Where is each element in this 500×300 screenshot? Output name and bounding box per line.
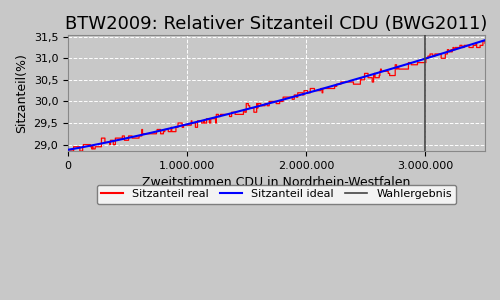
Sitzanteil ideal: [311, 89, 317, 93]
Sitzanteil ideal: [254, 105, 260, 109]
Sitzanteil real: [139, 128, 145, 131]
Sitzanteil real: [172, 130, 178, 134]
Sitzanteil real: [480, 39, 486, 43]
Sitzanteil ideal: [379, 70, 385, 74]
Line: Sitzanteil real: Sitzanteil real: [68, 41, 485, 151]
Sitzanteil real: [311, 87, 317, 90]
Sitzanteil ideal: [172, 125, 178, 129]
Sitzanteil real: [482, 41, 488, 45]
Sitzanteil ideal: [65, 148, 71, 152]
X-axis label: Zweitstimmen CDU in Nordrhein-Westfalen: Zweitstimmen CDU in Nordrhein-Westfalen: [142, 176, 410, 189]
Legend: Sitzanteil real, Sitzanteil ideal, Wahlergebnis: Sitzanteil real, Sitzanteil ideal, Wahle…: [97, 185, 456, 204]
Y-axis label: Sitzanteil(%): Sitzanteil(%): [15, 53, 28, 133]
Line: Sitzanteil ideal: Sitzanteil ideal: [68, 40, 485, 150]
Sitzanteil real: [254, 102, 260, 105]
Sitzanteil ideal: [482, 38, 488, 42]
Title: BTW2009: Relativer Sitzanteil CDU (BWG2011): BTW2009: Relativer Sitzanteil CDU (BWG20…: [66, 15, 488, 33]
Sitzanteil real: [65, 149, 71, 153]
Sitzanteil real: [344, 80, 349, 84]
Sitzanteil ideal: [139, 133, 145, 137]
Sitzanteil ideal: [344, 80, 349, 84]
Sitzanteil real: [379, 69, 385, 73]
